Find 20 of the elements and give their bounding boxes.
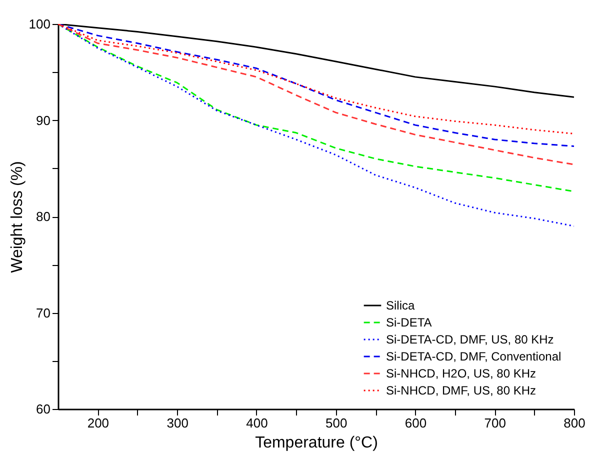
y-tick-label: 80 [36, 209, 50, 224]
y-tick-label: 100 [28, 16, 50, 32]
legend-label: Si-NHCD, DMF, US, 80 KHz [386, 384, 536, 398]
x-tick-label: 200 [87, 416, 110, 430]
x-tick-label: 500 [325, 416, 348, 430]
x-tick-label: 700 [484, 416, 506, 430]
legend-label: Silica [386, 298, 415, 312]
x-tick-label: 300 [166, 416, 188, 430]
y-tick-label: 90 [36, 112, 50, 128]
legend-label: Si-DETA-CD, DMF, US, 80 KHz [386, 332, 554, 346]
y-tick-label: 70 [36, 305, 50, 320]
legend-label: Si-DETA [386, 316, 432, 330]
legend-label: Si-NHCD, H2O, US, 80 KHz [386, 366, 536, 380]
x-tick-label: 400 [246, 416, 268, 430]
y-tick-label: 60 [36, 402, 50, 416]
x-axis-title: Temperature (°C) [255, 434, 378, 452]
y-axis-title: Weight loss (%) [8, 161, 26, 273]
legend-label: Si-DETA-CD, DMF, Conventional [386, 350, 562, 364]
x-tick-label: 600 [404, 416, 427, 430]
x-tick-label: 800 [564, 416, 586, 430]
